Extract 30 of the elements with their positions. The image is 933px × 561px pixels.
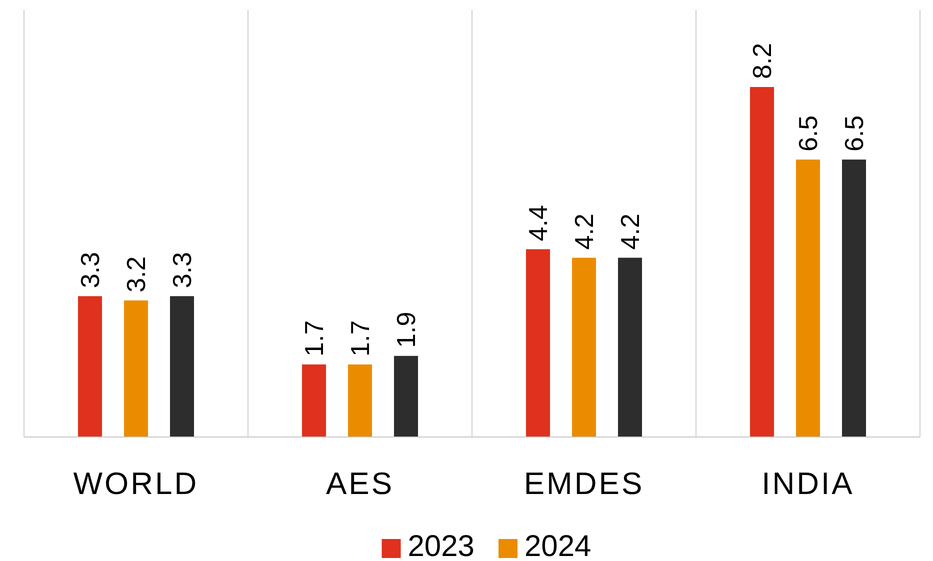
- bar: [78, 296, 102, 437]
- x-tick-label: EMDES: [524, 466, 644, 501]
- data-label: 6.5: [839, 115, 869, 152]
- bar: [124, 300, 148, 437]
- legend-label: 2023: [408, 530, 474, 561]
- data-label: 1.7: [345, 320, 375, 356]
- bar: [572, 258, 596, 437]
- bar: [618, 258, 642, 437]
- bar: [526, 249, 550, 437]
- data-label: 3.2: [121, 256, 151, 292]
- data-label: 4.2: [615, 214, 645, 250]
- bar: [170, 296, 194, 437]
- bar: [750, 87, 774, 437]
- data-label: 1.9: [391, 312, 421, 348]
- bar: [796, 160, 820, 437]
- data-label: 4.2: [569, 214, 599, 250]
- data-label: 4.4: [523, 205, 553, 242]
- bar: [302, 364, 326, 437]
- data-label: 6.5: [793, 115, 823, 152]
- x-tick-label: AES: [326, 466, 394, 501]
- x-tick-label: WORLD: [73, 466, 199, 501]
- data-label: 3.3: [167, 252, 197, 288]
- bar: [842, 160, 866, 437]
- data-label: 3.3: [75, 252, 105, 288]
- data-label: 8.2: [747, 42, 777, 79]
- data-label: 1.7: [299, 320, 329, 356]
- x-tick-label: INDIA: [762, 466, 854, 501]
- bar: [348, 364, 372, 437]
- bar: [394, 356, 418, 437]
- legend-label: 2024: [524, 530, 592, 561]
